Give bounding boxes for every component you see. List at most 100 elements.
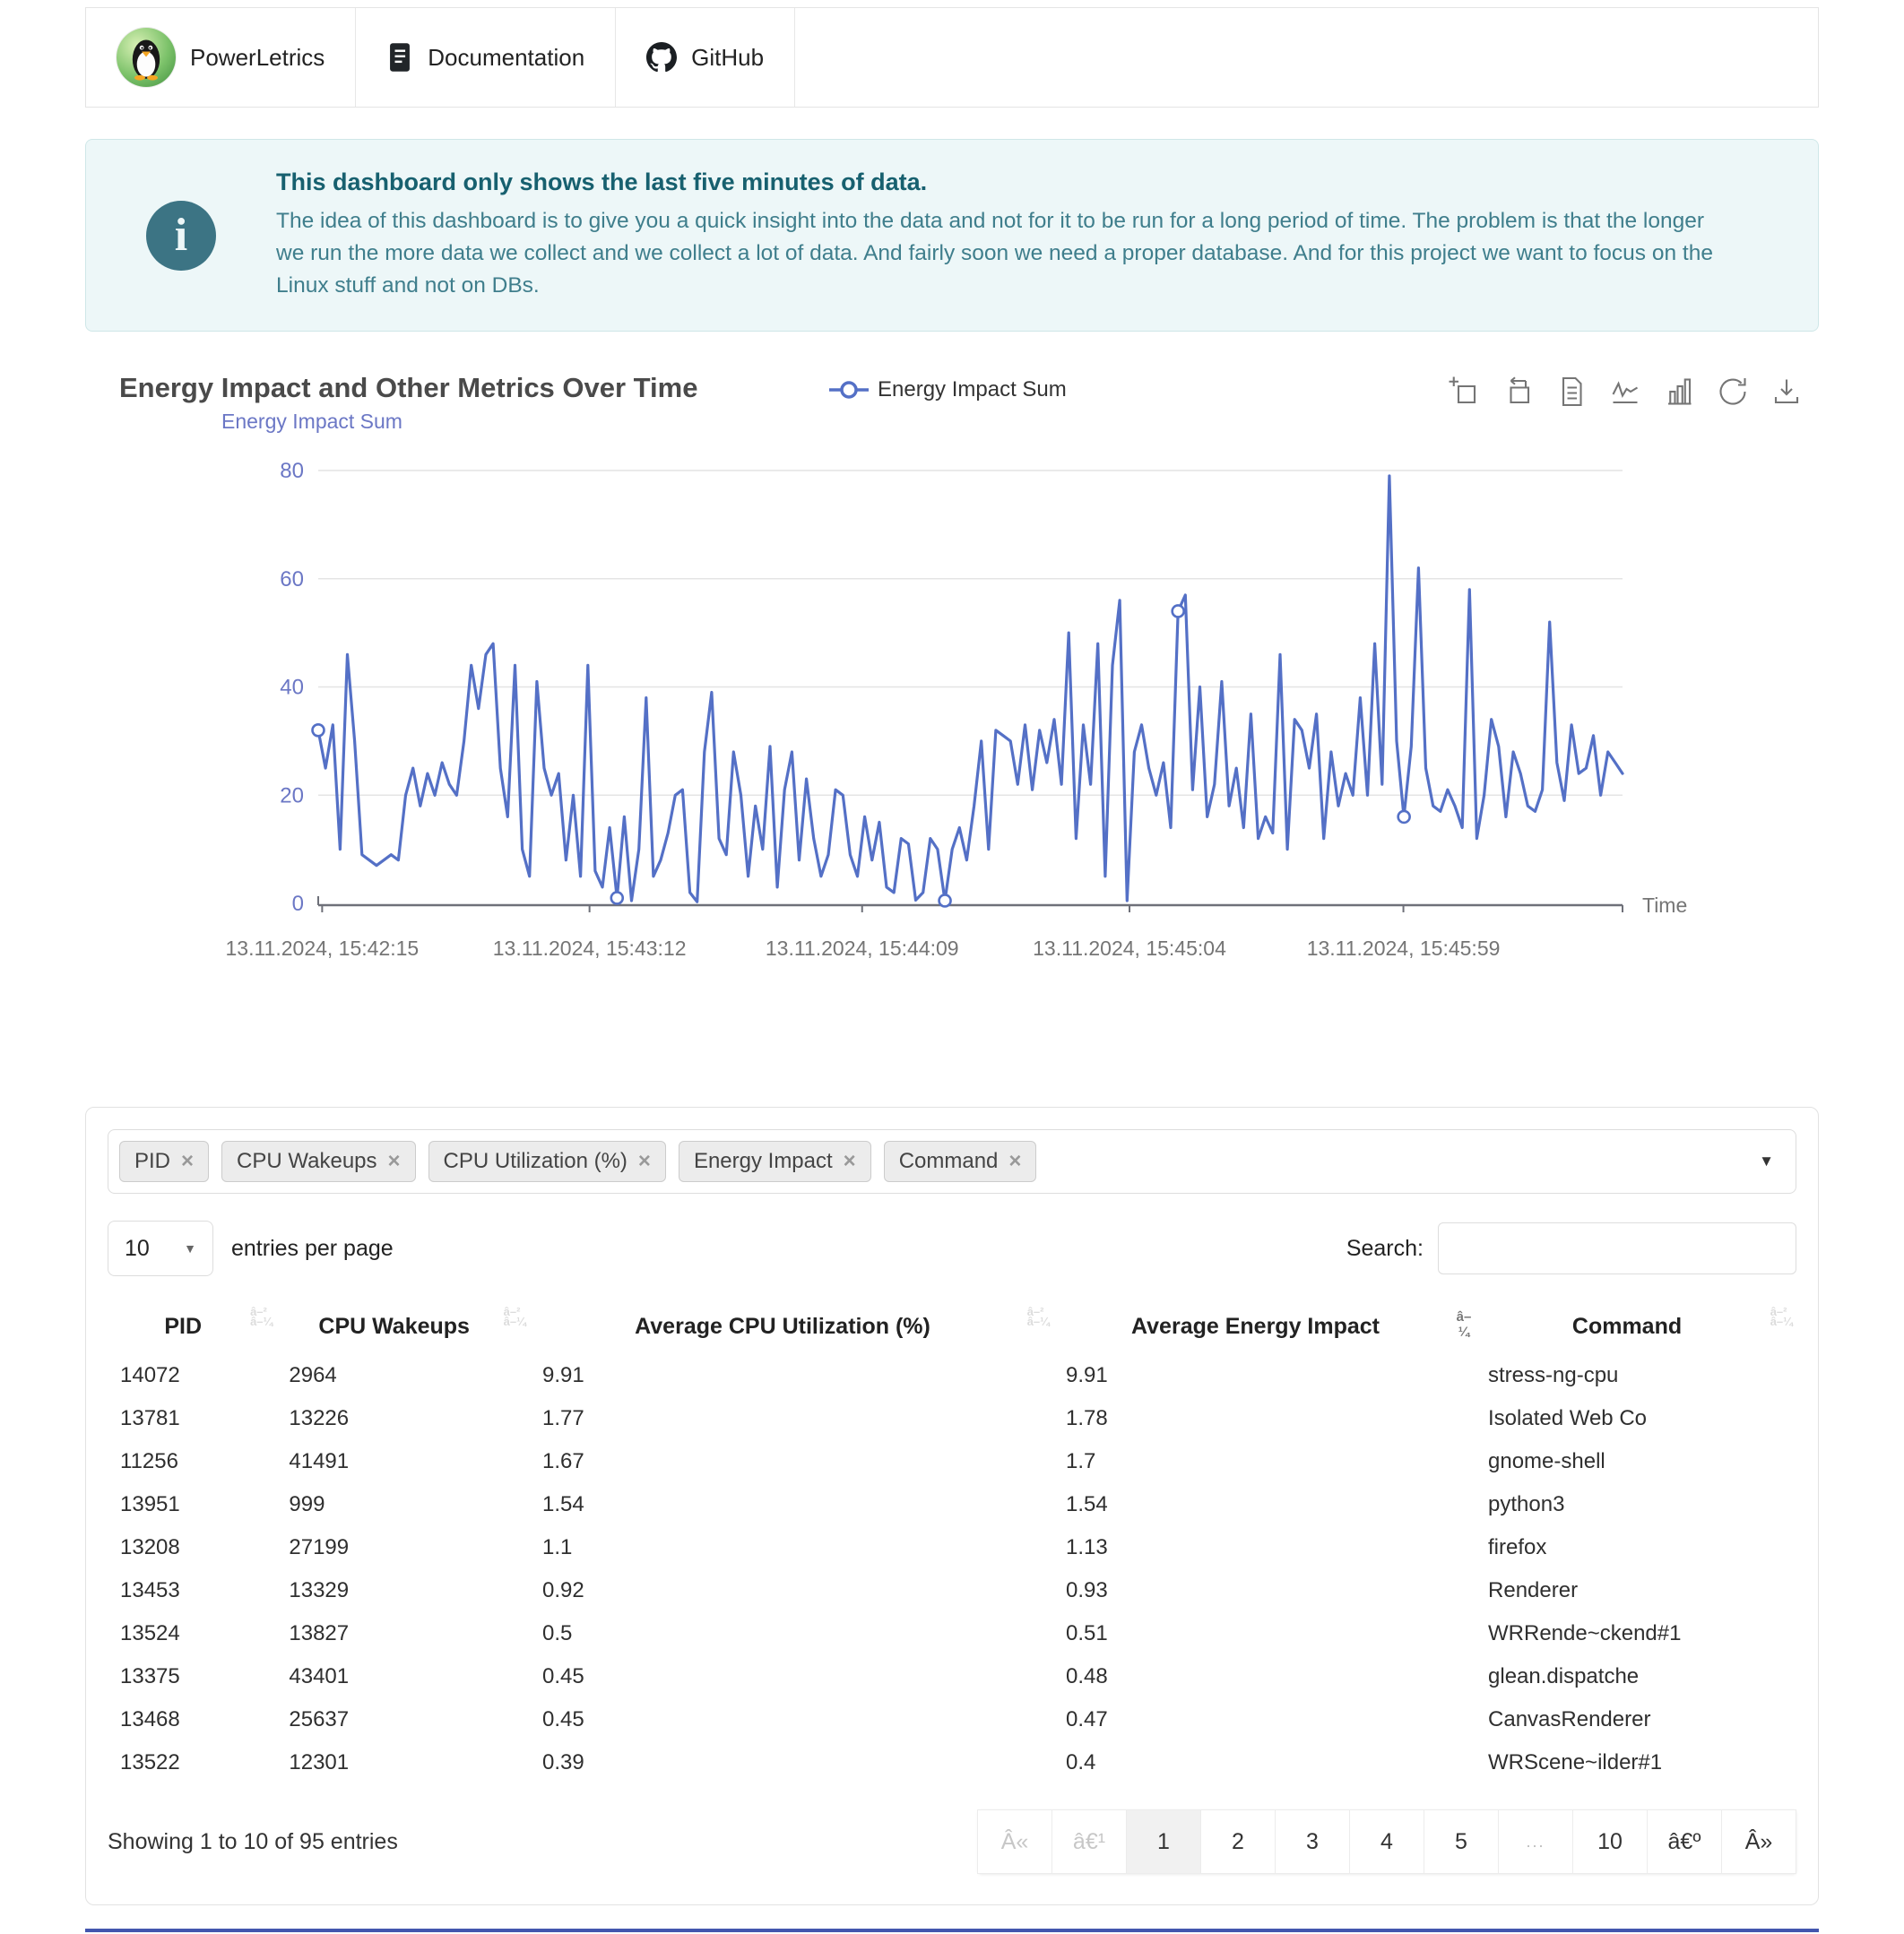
table-cell: firefox xyxy=(1488,1535,1547,1559)
column-header-cpu-wakeups[interactable]: CPU Wakeups â–² â–¼ xyxy=(276,1296,530,1354)
table-cell: 2964 xyxy=(289,1363,337,1387)
info-alert: i This dashboard only shows the last fiv… xyxy=(85,139,1819,332)
filter-tags: PID × CPU Wakeups × CPU Utilization (%) × Ener… xyxy=(119,1141,1037,1182)
page-button-x[interactable]: Â» xyxy=(1721,1809,1796,1874)
zoom-reset-icon[interactable] xyxy=(1502,376,1534,408)
book-icon xyxy=(386,42,413,73)
filter-tag-pid[interactable]: PID × xyxy=(119,1141,210,1182)
table-row: 11256 41491 1.67 1.7 gnome-shell xyxy=(108,1440,1796,1483)
github-icon xyxy=(646,42,678,73)
page-button-1[interactable]: 1 xyxy=(1126,1809,1201,1874)
legend-marker-icon xyxy=(829,381,869,399)
data-view-icon[interactable] xyxy=(1555,376,1588,408)
page-button-x[interactable]: â€º xyxy=(1647,1809,1722,1874)
chevron-down-icon: ▼ xyxy=(184,1241,196,1256)
table-cell: 1.1 xyxy=(541,1535,573,1559)
svg-text:60: 60 xyxy=(280,567,304,591)
table-cell: 13951 xyxy=(120,1492,180,1516)
page-button-10[interactable]: 10 xyxy=(1572,1809,1648,1874)
page-button-x: Â« xyxy=(977,1809,1052,1874)
x-axis-tick-label: 13.11.2024, 15:42:15 xyxy=(225,937,420,960)
sort-icon: â–² â–¼ xyxy=(1026,1305,1051,1328)
page-button-2[interactable]: 2 xyxy=(1200,1809,1276,1874)
filter-tag-cpu-wakeups[interactable]: CPU Wakeups × xyxy=(221,1141,416,1182)
page-button-3[interactable]: 3 xyxy=(1275,1809,1350,1874)
table-cell: 0.4 xyxy=(1066,1750,1096,1774)
x-axis-tick-label: 13.11.2024, 15:45:59 xyxy=(1306,937,1501,960)
table-cell: python3 xyxy=(1488,1492,1565,1516)
column-header-average-energy-impact[interactable]: Average Energy Impact â–¼ xyxy=(1053,1296,1476,1354)
table-row: 13453 13329 0.92 0.93 Renderer xyxy=(108,1569,1796,1612)
page-size-select[interactable]: 10 ▼ xyxy=(108,1221,213,1276)
close-icon[interactable]: × xyxy=(181,1149,195,1173)
table-cell: 13468 xyxy=(120,1707,180,1731)
table-cell: 0.45 xyxy=(541,1664,584,1688)
nav-item-documentation[interactable]: Documentation xyxy=(356,8,617,107)
page: PowerLetrics Documentation GitHub xyxy=(0,7,1904,1932)
filter-tag-label: CPU Utilization (%) xyxy=(443,1149,627,1173)
table-cell: 25637 xyxy=(289,1707,350,1731)
table-cell: 1.7 xyxy=(1066,1449,1096,1473)
filter-tag-label: Energy Impact xyxy=(693,1149,833,1173)
page-button-x: ... xyxy=(1498,1809,1573,1874)
zoom-icon[interactable] xyxy=(1448,376,1480,408)
page-button-4[interactable]: 4 xyxy=(1349,1809,1424,1874)
x-axis-tick-label: 13.11.2024, 15:44:09 xyxy=(765,937,959,960)
close-icon[interactable]: × xyxy=(843,1149,856,1173)
table-cell: 13208 xyxy=(120,1535,180,1559)
bottom-accent-bar xyxy=(85,1929,1819,1932)
close-icon[interactable]: × xyxy=(637,1149,651,1173)
close-icon[interactable]: × xyxy=(387,1149,401,1173)
table-cell: 1.54 xyxy=(541,1492,584,1516)
x-axis-tick-label: 13.11.2024, 15:43:12 xyxy=(492,937,687,960)
sort-icon: â–² â–¼ xyxy=(1770,1305,1793,1328)
nav-item-brand[interactable]: PowerLetrics xyxy=(86,8,357,107)
nav-item-label: Documentation xyxy=(428,43,585,71)
close-icon[interactable]: × xyxy=(1008,1149,1022,1173)
pagination: Â« â€¹ 1 2 3 4 5... 10 â€º Â» xyxy=(977,1809,1796,1874)
alert-body: The idea of this dashboard is to give yo… xyxy=(276,208,1713,298)
search-input[interactable] xyxy=(1438,1222,1796,1274)
table-row: 13522 12301 0.39 0.4 WRScene~ilder#1 xyxy=(108,1741,1796,1784)
column-header-command[interactable]: Command â–² â–¼ xyxy=(1476,1296,1796,1354)
download-icon[interactable] xyxy=(1770,376,1803,408)
search-label: Search: xyxy=(1346,1235,1424,1261)
table-row: 13208 27199 1.1 1.13 firefox xyxy=(108,1526,1796,1569)
chevron-down-icon[interactable]: ▼ xyxy=(1759,1153,1774,1170)
table-cell: 13453 xyxy=(120,1578,180,1602)
penguin-icon xyxy=(132,39,160,81)
table-cell: 27199 xyxy=(289,1535,350,1559)
filter-tag-cpu-utilization-[interactable]: CPU Utilization (%) × xyxy=(428,1141,666,1182)
filter-tag-command[interactable]: Command × xyxy=(883,1141,1037,1182)
table-cell: 13827 xyxy=(289,1621,350,1645)
legend-item-energy-impact-sum[interactable]: Energy Impact Sum xyxy=(829,377,1067,402)
column-header-label: Command xyxy=(1571,1314,1683,1339)
chart-toolbox xyxy=(1448,376,1803,408)
line-chart-icon[interactable] xyxy=(1609,376,1641,408)
alert-title: This dashboard only shows the last five … xyxy=(276,168,928,195)
nav-item-github[interactable]: GitHub xyxy=(616,8,796,107)
table-cell: glean.dispatche xyxy=(1488,1664,1640,1688)
svg-text:20: 20 xyxy=(280,783,304,807)
table-card: PID × CPU Wakeups × CPU Utilization (%) × Ener… xyxy=(85,1107,1819,1905)
column-header-label: CPU Wakeups xyxy=(318,1314,470,1339)
page-button-5[interactable]: 5 xyxy=(1424,1809,1499,1874)
energy-impact-chart[interactable]: 0 20 40 60 80 xyxy=(220,444,1779,945)
table-cell: 13781 xyxy=(120,1406,180,1430)
filter-tag-energy-impact[interactable]: Energy Impact × xyxy=(678,1141,871,1182)
table-cell: 13329 xyxy=(289,1578,350,1602)
table-cell: 0.45 xyxy=(541,1707,584,1731)
powerletrics-logo-icon xyxy=(117,28,176,87)
column-header-pid[interactable]: PID â–² â–¼ xyxy=(108,1296,276,1354)
restore-icon[interactable] xyxy=(1717,376,1749,408)
filter-tags-box[interactable]: PID × CPU Wakeups × CPU Utilization (%) × Ener… xyxy=(108,1129,1796,1194)
table-cell: 41491 xyxy=(289,1449,350,1473)
column-header-label: Average CPU Utilization (%) xyxy=(635,1314,930,1339)
bar-chart-icon[interactable] xyxy=(1663,376,1695,408)
column-header-average-cpu-utilization-[interactable]: Average CPU Utilization (%) â–² â–¼ xyxy=(530,1296,1053,1354)
svg-text:80: 80 xyxy=(280,459,304,483)
table-cell: 13524 xyxy=(120,1621,180,1645)
data-table: PID â–² â–¼ CPU Wakeups â–² â–¼ Average CPU Ut… xyxy=(108,1296,1796,1784)
table-cell: 43401 xyxy=(289,1664,350,1688)
legend-label: Energy Impact Sum xyxy=(878,377,1067,401)
